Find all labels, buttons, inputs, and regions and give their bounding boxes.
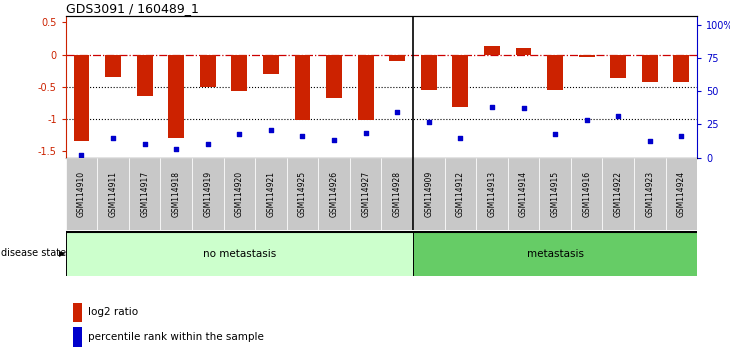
Bar: [358, 55, 374, 120]
Text: log2 ratio: log2 ratio: [88, 307, 138, 318]
Bar: [192, 158, 223, 230]
Bar: [97, 158, 128, 230]
Point: [675, 133, 687, 138]
Bar: [66, 233, 413, 276]
Bar: [318, 158, 350, 230]
Text: GSM114916: GSM114916: [582, 171, 591, 217]
Point: [107, 136, 119, 141]
Bar: [508, 158, 539, 230]
Text: metastasis: metastasis: [526, 250, 583, 259]
Bar: [602, 158, 634, 230]
Bar: [231, 55, 247, 91]
Text: GSM114915: GSM114915: [550, 171, 560, 217]
Text: percentile rank within the sample: percentile rank within the sample: [88, 332, 264, 342]
Bar: [200, 55, 215, 87]
Bar: [515, 48, 531, 55]
Bar: [137, 55, 153, 96]
Bar: [539, 158, 571, 230]
Bar: [445, 158, 476, 230]
Point: [391, 109, 403, 115]
Bar: [453, 55, 468, 107]
Bar: [674, 55, 689, 81]
Bar: [105, 55, 121, 77]
Point: [581, 118, 593, 123]
Point: [76, 152, 88, 158]
Bar: [571, 158, 602, 230]
Point: [549, 131, 561, 137]
Point: [328, 137, 340, 143]
Bar: [421, 55, 437, 90]
Text: GSM114909: GSM114909: [424, 171, 434, 217]
Bar: [350, 158, 381, 230]
Bar: [381, 158, 413, 230]
Bar: [128, 158, 161, 230]
Text: GSM114924: GSM114924: [677, 171, 686, 217]
Bar: [66, 158, 97, 230]
Bar: [255, 158, 287, 230]
Text: ▶: ▶: [59, 249, 66, 258]
Text: GSM114911: GSM114911: [109, 171, 118, 217]
Bar: [610, 55, 626, 78]
Bar: [169, 55, 184, 138]
Text: GSM114927: GSM114927: [361, 171, 370, 217]
Text: GSM114926: GSM114926: [329, 171, 339, 217]
Point: [423, 119, 434, 125]
Text: GDS3091 / 160489_1: GDS3091 / 160489_1: [66, 2, 199, 15]
Text: GSM114923: GSM114923: [645, 171, 654, 217]
Point: [265, 127, 277, 133]
Point: [170, 147, 182, 152]
Bar: [642, 55, 658, 81]
Text: GSM114921: GSM114921: [266, 171, 275, 217]
Point: [455, 136, 466, 141]
Bar: [548, 55, 563, 90]
Bar: [634, 158, 666, 230]
Bar: [326, 55, 342, 98]
Point: [486, 104, 498, 109]
Point: [518, 105, 529, 111]
Point: [612, 114, 624, 119]
Text: GSM114917: GSM114917: [140, 171, 149, 217]
Bar: [413, 233, 697, 276]
Bar: [287, 158, 318, 230]
Bar: [413, 158, 445, 230]
Point: [296, 133, 308, 138]
Bar: [484, 46, 500, 55]
Text: GSM114928: GSM114928: [393, 171, 402, 217]
Text: GSM114912: GSM114912: [456, 171, 465, 217]
Bar: [74, 55, 89, 142]
Point: [139, 141, 150, 147]
Text: GSM114922: GSM114922: [614, 171, 623, 217]
Bar: [579, 55, 594, 57]
Text: GSM114914: GSM114914: [519, 171, 528, 217]
Point: [360, 130, 372, 136]
Bar: [295, 55, 310, 120]
Text: GSM114925: GSM114925: [298, 171, 307, 217]
Bar: [263, 55, 279, 74]
Point: [644, 138, 656, 144]
Text: no metastasis: no metastasis: [203, 250, 276, 259]
Bar: [666, 158, 697, 230]
Text: GSM114919: GSM114919: [203, 171, 212, 217]
Point: [202, 141, 214, 147]
Text: GSM114920: GSM114920: [235, 171, 244, 217]
Bar: [389, 55, 405, 61]
Text: GSM114918: GSM114918: [172, 171, 181, 217]
Point: [234, 131, 245, 137]
Bar: [476, 158, 508, 230]
Bar: [223, 158, 256, 230]
Text: GSM114910: GSM114910: [77, 171, 86, 217]
Text: GSM114913: GSM114913: [488, 171, 496, 217]
Bar: [161, 158, 192, 230]
Text: disease state: disease state: [1, 248, 66, 258]
